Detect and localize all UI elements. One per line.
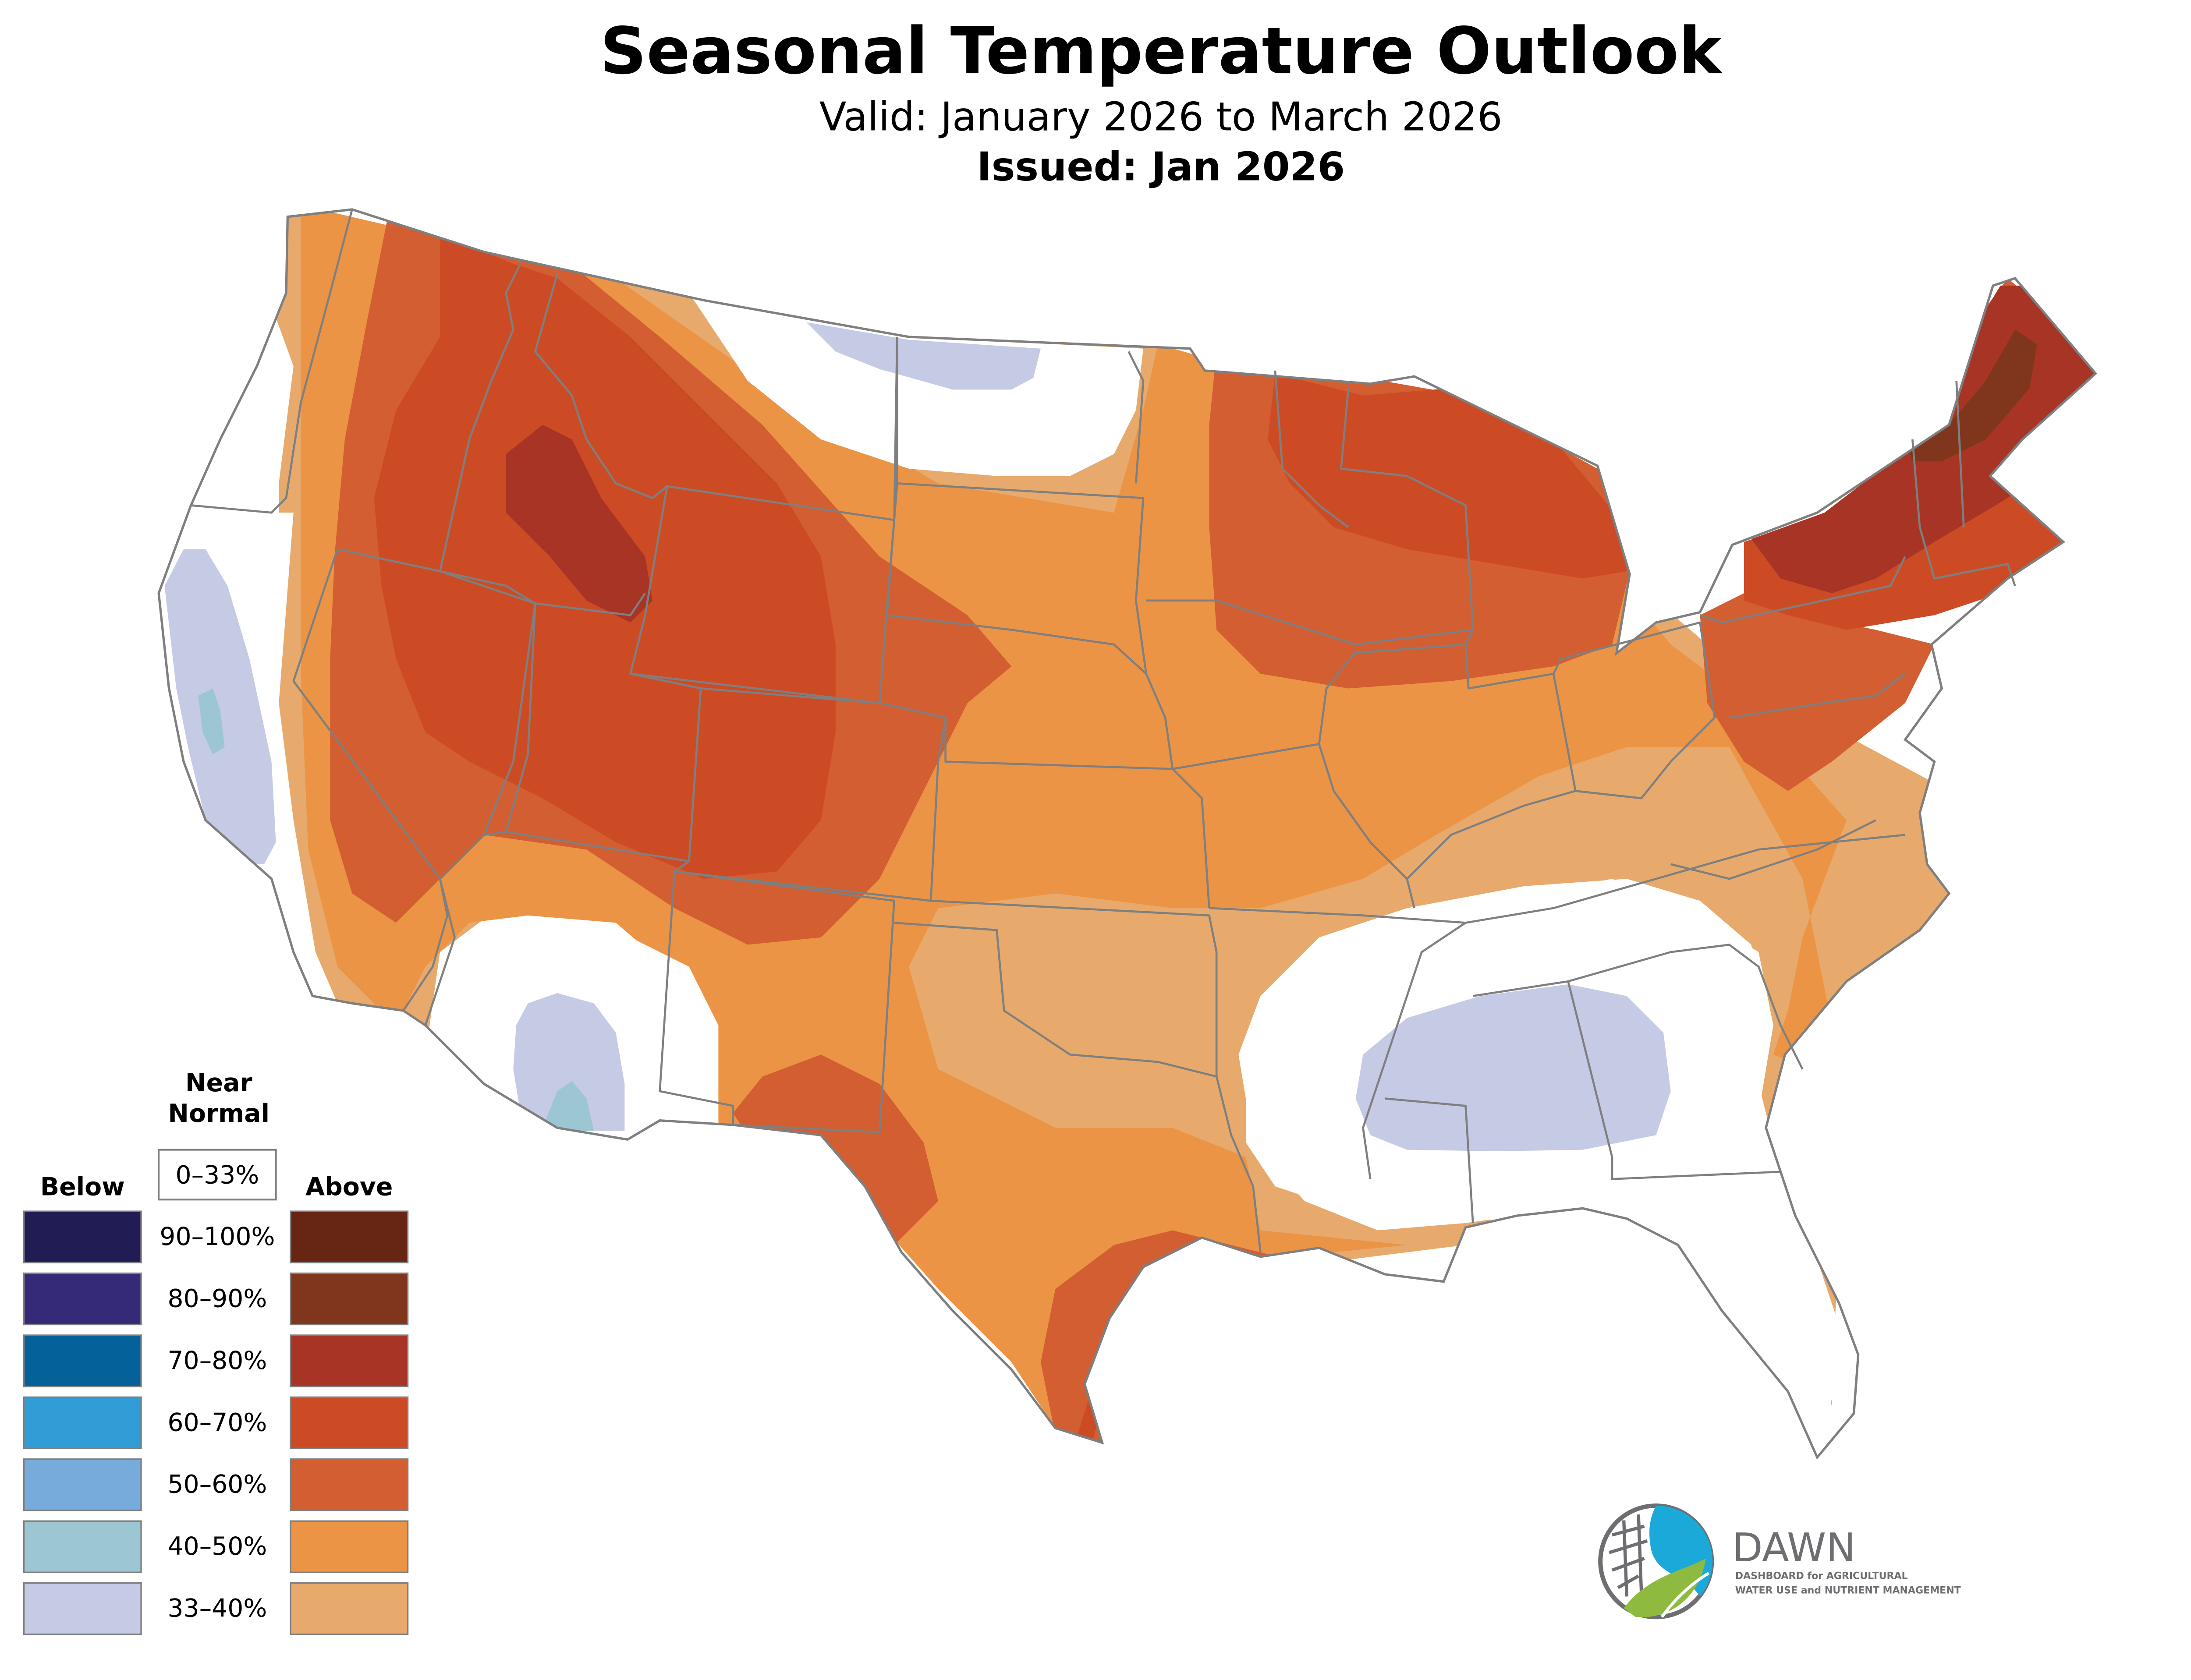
legend-below-swatch bbox=[23, 1334, 142, 1387]
legend-range-label: 40–50% bbox=[167, 1532, 267, 1561]
page-title: Seasonal Temperature Outlook bbox=[600, 13, 1723, 88]
region-near-normal-southeast bbox=[161, 513, 1847, 1450]
legend-near-normal-line2: Normal bbox=[168, 1099, 269, 1128]
logo-tagline-line1: DASHBOARD for AGRICULTURAL bbox=[1735, 1570, 1908, 1581]
issued-date: Issued: Jan 2026 bbox=[977, 144, 1345, 190]
legend-range-label: 50–60% bbox=[167, 1470, 267, 1499]
legend-above-swatch bbox=[290, 1210, 409, 1263]
region-near-normal-mt-nd bbox=[689, 293, 1143, 476]
legend-below-swatch bbox=[23, 1210, 142, 1263]
logo-leaf-icon bbox=[1624, 1558, 1706, 1617]
region-below-40-50-az bbox=[545, 1081, 594, 1131]
legend: Near Normal 0–33% Below Above 90–100% 80–… bbox=[23, 1068, 409, 1635]
legend-range-label: 60–70% bbox=[167, 1408, 267, 1437]
legend-range-label: 33–40% bbox=[167, 1594, 267, 1623]
region-below-33-40-mt bbox=[806, 322, 1041, 390]
legend-above-swatch bbox=[290, 1582, 409, 1635]
region-above-60-70 bbox=[374, 234, 2081, 1443]
logo-leaf-vein bbox=[1660, 1572, 1710, 1618]
legend-range-label: 90–100% bbox=[160, 1222, 275, 1251]
region-below-40-50-ca bbox=[198, 688, 225, 754]
legend-below-swatch bbox=[23, 1396, 142, 1450]
legend-below-swatch bbox=[23, 1520, 142, 1573]
legend-near-normal-line1: Near bbox=[185, 1068, 252, 1097]
us-map bbox=[159, 205, 2110, 1457]
logo-tagline-line2: WATER USE and NUTRIENT MANAGEMENT bbox=[1735, 1585, 1961, 1596]
legend-above-swatch bbox=[290, 1272, 409, 1326]
region-below-33-40-ca bbox=[164, 549, 276, 864]
legend-near-normal-swatch bbox=[158, 1149, 277, 1201]
region-below-33-40-az bbox=[513, 993, 625, 1131]
legend-above-swatch bbox=[290, 1334, 409, 1387]
valid-period: Valid: January 2026 to March 2026 bbox=[819, 94, 1503, 140]
legend-below-swatch bbox=[23, 1458, 142, 1511]
legend-below-label: Below bbox=[40, 1172, 125, 1201]
legend-above-swatch bbox=[290, 1396, 409, 1450]
legend-range-label: 70–80% bbox=[167, 1346, 267, 1375]
legend-rows: 90–100% 80–90% 70–80% 60–70% 50–60% 40–50% 33–… bbox=[23, 1210, 409, 1635]
legend-above-swatch bbox=[290, 1458, 409, 1511]
legend-range-label: 80–90% bbox=[167, 1284, 267, 1313]
logo-name: DAWN bbox=[1732, 1525, 1856, 1571]
legend-near-normal-range: 0–33% bbox=[175, 1161, 259, 1190]
legend-above-label: Above bbox=[305, 1172, 393, 1201]
legend-below-swatch bbox=[23, 1582, 142, 1635]
dawn-logo bbox=[1598, 1503, 1714, 1620]
legend-above-swatch bbox=[290, 1520, 409, 1573]
region-below-33-40-southeast bbox=[1355, 984, 1671, 1151]
logo-field-grid-icon bbox=[1609, 1514, 1648, 1597]
legend-below-swatch bbox=[23, 1272, 142, 1326]
